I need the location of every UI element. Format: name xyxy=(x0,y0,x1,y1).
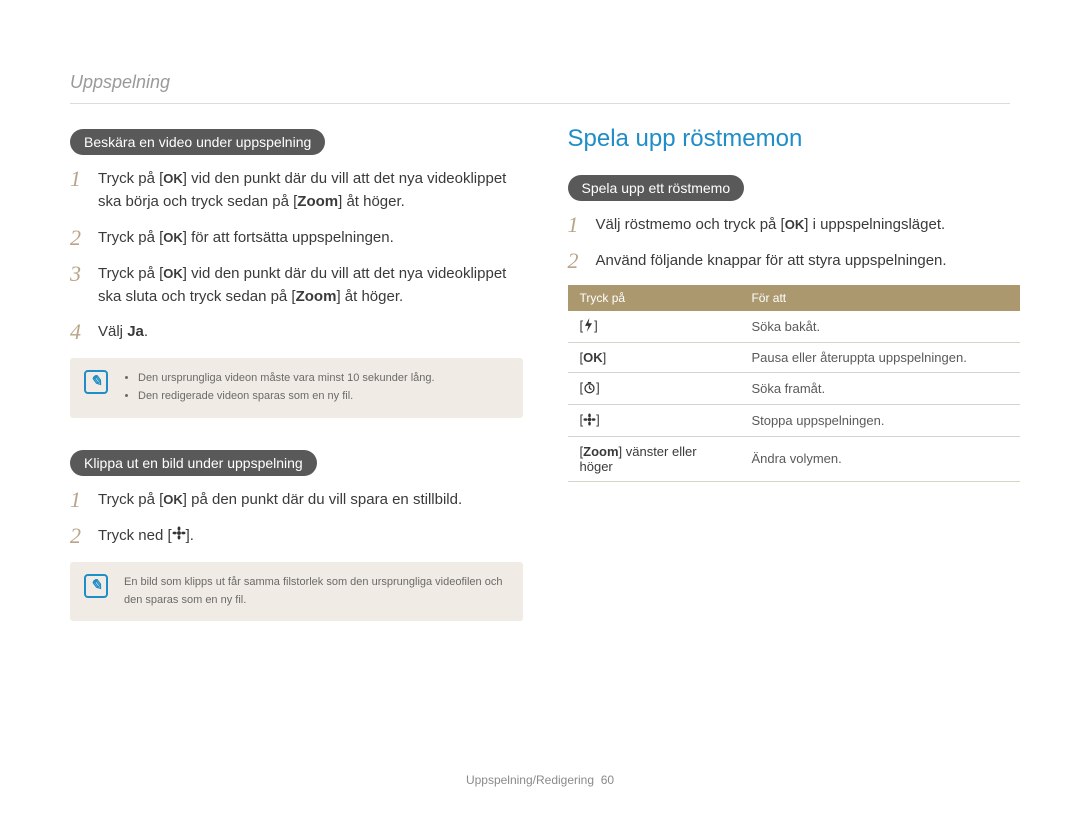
step-text: Tryck på [OK] vid den punkt där du vill … xyxy=(98,167,523,214)
pill-trim-video: Beskära en video under uppspelning xyxy=(70,129,325,155)
flower-icon xyxy=(583,413,596,429)
ok-icon: OK xyxy=(163,490,183,510)
step-text: Tryck på [OK] för att fortsätta uppspeln… xyxy=(98,226,523,250)
step-item: 2 Använd följande knappar för att styra … xyxy=(568,249,1021,273)
table-row: [] Stoppa uppspelningen. xyxy=(568,405,1021,437)
note-box: ✎ Den ursprungliga videon måste vara min… xyxy=(70,358,523,417)
steps-capture-still: 1 Tryck på [OK] på den punkt där du vill… xyxy=(70,488,523,548)
table-row: [] Söka bakåt. xyxy=(568,311,1021,343)
step-item: 2 Tryck på [OK] för att fortsätta uppspe… xyxy=(70,226,523,250)
table-key: [] xyxy=(568,311,740,343)
note-icon: ✎ xyxy=(84,574,108,598)
ok-icon: OK xyxy=(163,169,183,189)
step-number: 2 xyxy=(70,524,88,548)
step-number: 1 xyxy=(70,488,88,512)
table-key: [] xyxy=(568,373,740,405)
table-val: Söka framåt. xyxy=(739,373,1020,405)
table-header: För att xyxy=(739,285,1020,311)
step-text: Tryck på [OK] vid den punkt där du vill … xyxy=(98,262,523,309)
table-row: [] Söka framåt. xyxy=(568,373,1021,405)
ok-icon: OK xyxy=(583,350,603,365)
timer-icon xyxy=(583,381,596,397)
pill-capture-still: Klippa ut en bild under uppspelning xyxy=(70,450,317,476)
right-column: Spela upp röstmemon Spela upp ett röstme… xyxy=(568,125,1021,649)
table-val: Pausa eller återuppta uppspelningen. xyxy=(739,343,1020,373)
note-box: ✎ En bild som klipps ut får samma filsto… xyxy=(70,562,523,621)
step-item: 3 Tryck på [OK] vid den punkt där du vil… xyxy=(70,262,523,309)
step-item: 1 Välj röstmemo och tryck på [OK] i upps… xyxy=(568,213,1021,237)
left-column: Beskära en video under uppspelning 1 Try… xyxy=(70,125,523,649)
step-text: Använd följande knappar för att styra up… xyxy=(596,249,1021,273)
step-number: 1 xyxy=(568,213,586,237)
step-number: 3 xyxy=(70,262,88,309)
steps-trim-video: 1 Tryck på [OK] vid den punkt där du vil… xyxy=(70,167,523,344)
table-val: Stoppa uppspelningen. xyxy=(739,405,1020,437)
table-row: [OK] Pausa eller återuppta uppspelningen… xyxy=(568,343,1021,373)
table-val: Söka bakåt. xyxy=(739,311,1020,343)
table-key: [] xyxy=(568,405,740,437)
ok-icon: OK xyxy=(163,228,183,248)
step-text: Välj röstmemo och tryck på [OK] i uppspe… xyxy=(596,213,1021,237)
table-key: [OK] xyxy=(568,343,740,373)
step-item: 1 Tryck på [OK] på den punkt där du vill… xyxy=(70,488,523,512)
table-key: [Zoom] vänster eller höger xyxy=(568,436,740,481)
note-item: Den redigerade videon sparas som en ny f… xyxy=(138,388,507,406)
breadcrumb: Uppspelning xyxy=(70,72,1010,104)
section-title: Spela upp röstmemon xyxy=(568,125,1021,153)
step-number: 1 xyxy=(70,167,88,214)
table-header: Tryck på xyxy=(568,285,740,311)
flash-icon xyxy=(583,318,594,335)
step-text: Tryck på [OK] på den punkt där du vill s… xyxy=(98,488,523,512)
note-item: Den ursprungliga videon måste vara minst… xyxy=(138,370,507,388)
table-row: [Zoom] vänster eller höger Ändra volymen… xyxy=(568,436,1021,481)
ok-icon: OK xyxy=(785,215,805,235)
steps-play-voicememo: 1 Välj röstmemo och tryck på [OK] i upps… xyxy=(568,213,1021,273)
note-text: En bild som klipps ut får samma filstorl… xyxy=(124,576,502,606)
step-number: 2 xyxy=(568,249,586,273)
note-icon: ✎ xyxy=(84,370,108,394)
ok-icon: OK xyxy=(163,264,183,284)
pill-play-voicememo: Spela upp ett röstmemo xyxy=(568,175,745,201)
step-text: Välj Ja. xyxy=(98,320,523,344)
step-item: 2 Tryck ned []. xyxy=(70,524,523,548)
page-footer: Uppspelning/Redigering 60 xyxy=(0,773,1080,787)
table-val: Ändra volymen. xyxy=(739,436,1020,481)
step-number: 2 xyxy=(70,226,88,250)
step-item: 4 Välj Ja. xyxy=(70,320,523,344)
step-text: Tryck ned []. xyxy=(98,524,523,548)
step-item: 1 Tryck på [OK] vid den punkt där du vil… xyxy=(70,167,523,214)
controls-table: Tryck på För att [] Söka bakåt. [OK] Pau… xyxy=(568,285,1021,481)
step-number: 4 xyxy=(70,320,88,344)
flower-icon xyxy=(172,524,186,547)
